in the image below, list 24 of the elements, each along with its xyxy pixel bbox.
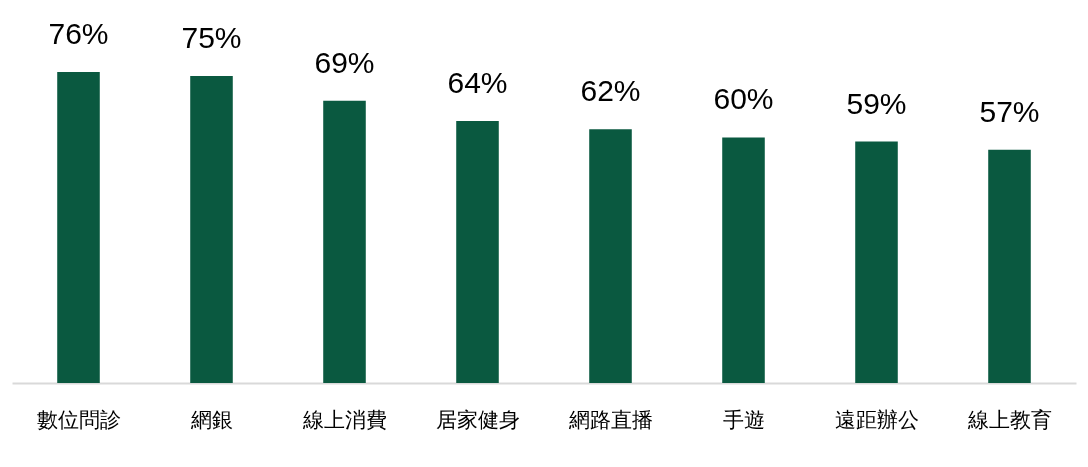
- bar: [988, 149, 1031, 383]
- data-label: 76%: [48, 17, 109, 50]
- bar: [190, 76, 233, 383]
- data-label: 60%: [713, 82, 774, 116]
- data-label: 69%: [314, 45, 375, 79]
- x-tick-label: 網銀: [189, 407, 233, 431]
- x-tick-label: 線上消費: [301, 407, 387, 431]
- x-tick-label: 手遊: [722, 407, 765, 431]
- data-label: 57%: [979, 94, 1040, 128]
- x-tick-label: 遠距辦公: [834, 407, 919, 431]
- x-tick-label: 線上教育: [966, 407, 1052, 431]
- bar: [855, 141, 898, 383]
- bar: [456, 121, 499, 383]
- x-tick-label: 網路直播: [567, 407, 653, 431]
- bar: [722, 137, 765, 383]
- x-tick-label: 居家健身: [435, 407, 520, 431]
- data-label: 75%: [181, 21, 242, 55]
- bar: [589, 129, 632, 383]
- data-label: 59%: [846, 86, 907, 120]
- data-label: 64%: [447, 66, 508, 100]
- bar: [323, 100, 366, 383]
- x-tick-label: 數位問診: [36, 407, 121, 431]
- bar: [57, 72, 100, 383]
- data-label: 62%: [580, 74, 641, 108]
